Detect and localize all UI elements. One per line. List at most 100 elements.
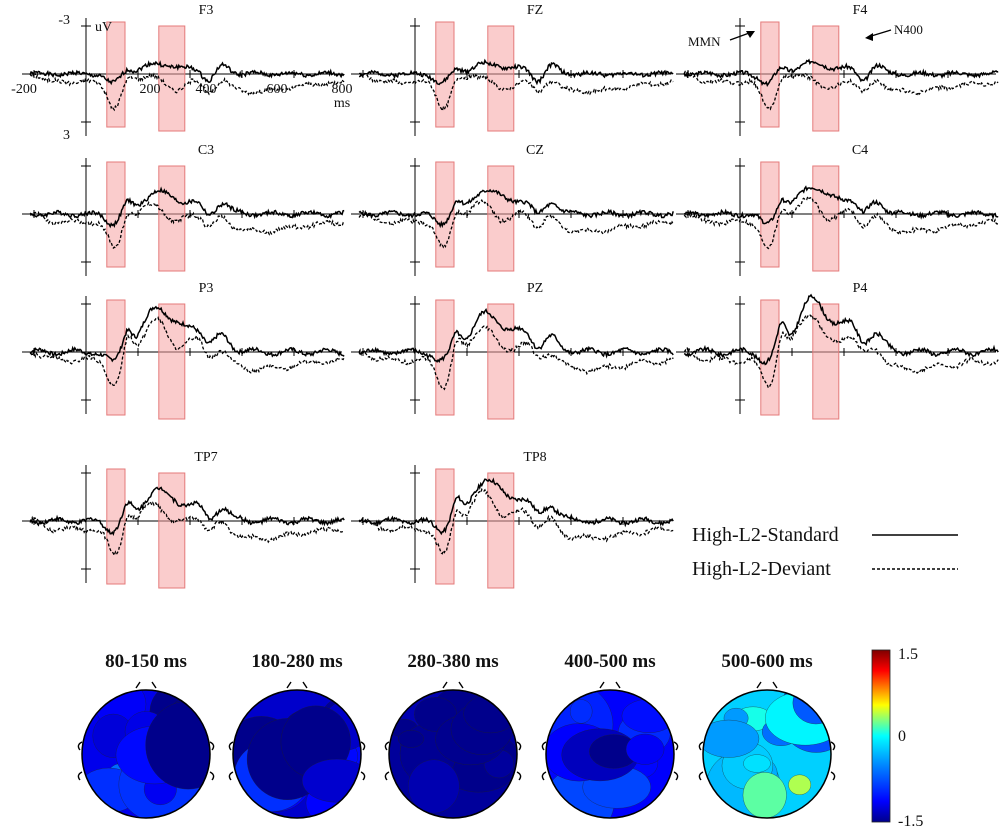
topomap-field [389, 690, 517, 818]
deviant-line [683, 70, 999, 111]
time-window-highlight [487, 472, 515, 589]
annotation-arrowhead [746, 31, 755, 38]
topomap-contour [703, 719, 760, 758]
head-outline [232, 689, 362, 819]
topomap-title: 400-500 ms [564, 651, 655, 672]
deviant-line [359, 487, 674, 555]
deviant-line [29, 72, 345, 112]
channel-label: F3 [199, 3, 214, 18]
ear-marks [77, 741, 215, 781]
topomap-3: 280-380 ms [384, 651, 522, 819]
channel-label: P3 [199, 281, 214, 296]
standard-line [29, 186, 345, 229]
head-outline [388, 689, 518, 819]
time-window-highlight [158, 25, 186, 132]
nose-mark [442, 681, 464, 689]
ear-marks [698, 741, 836, 781]
nose-mark [756, 681, 778, 689]
topomap-title: 280-380 ms [407, 651, 498, 672]
deviant-line [30, 200, 345, 250]
time-window-highlight [106, 468, 126, 585]
standard-line [683, 185, 999, 225]
x-tick-label: 800 [332, 82, 353, 97]
ear-marks [228, 741, 366, 781]
channel-plot-pz: PZ [351, 281, 674, 420]
topomap-5: 500-600 ms [698, 651, 836, 819]
topomap-2: 180-280 ms [228, 651, 366, 819]
standard-line [29, 305, 345, 363]
channel-plot-c3: C3 [22, 143, 345, 276]
legend-deviant-label: High-L2-Deviant [692, 558, 831, 580]
topomap-contour [742, 772, 787, 818]
standard-line [358, 308, 674, 364]
annotation-label: N400 [894, 22, 923, 37]
head-outline [81, 689, 211, 819]
x-unit-label: ms [334, 96, 350, 111]
colorbar-min-label: -1.5 [898, 813, 923, 830]
channel-label: FZ [527, 3, 543, 18]
standard-line [29, 60, 345, 86]
colorbar: 1.5 0 -1.5 [871, 646, 923, 830]
deviant-line [358, 325, 674, 391]
annotation-label: MMN [688, 34, 721, 49]
ear-marks [384, 741, 522, 781]
time-window-highlight [106, 21, 126, 128]
x-tick-label: 400 [196, 82, 217, 97]
time-window-highlight [435, 21, 455, 128]
colorbar-gradient [871, 649, 891, 823]
deviant-line [358, 72, 674, 113]
y-unit-label: uV [95, 20, 112, 35]
channel-plot-p3: P3 [22, 281, 345, 420]
time-window-highlight [106, 161, 126, 268]
time-window-highlight [435, 161, 455, 268]
time-window-highlight [435, 468, 455, 585]
channel-plot-tp7: TP7 [22, 450, 345, 589]
channel-label: TP7 [194, 450, 217, 465]
topomap-contour [625, 733, 665, 765]
standard-line [683, 293, 999, 366]
standard-line [683, 58, 999, 88]
topomap-4: 400-500 ms [541, 651, 679, 819]
ear-marks [541, 741, 679, 781]
channel-label: CZ [526, 143, 544, 158]
topomap-contour [301, 758, 361, 803]
time-window-highlight [487, 303, 515, 420]
channel-plot-cz: CZ [351, 143, 674, 276]
x-tick-label: -200 [11, 82, 37, 97]
deviant-line [684, 313, 999, 389]
channel-label: F4 [853, 3, 868, 18]
legend-standard-label: High-L2-Standard [692, 524, 839, 546]
standard-line [358, 188, 674, 229]
deviant-line [29, 316, 345, 386]
topomap-contour [463, 694, 517, 734]
head-outline [702, 689, 832, 819]
head-outline [545, 689, 675, 819]
channel-label: TP8 [523, 450, 546, 465]
y-tick-label: -3 [58, 13, 70, 28]
colorbar-mid-label: 0 [898, 728, 906, 745]
legend: High-L2-Standard High-L2-Deviant [692, 524, 958, 580]
topomap-contour [792, 690, 831, 725]
topomap-title: 80-150 ms [105, 651, 187, 672]
time-window-highlight [760, 161, 780, 268]
standard-line [358, 58, 674, 86]
time-window-highlight [158, 165, 186, 272]
y-tick-label: 3 [63, 128, 70, 143]
nose-mark [599, 681, 621, 689]
topomap-contour [407, 759, 460, 814]
time-window-highlight [487, 165, 515, 272]
topomap-contour [743, 754, 771, 773]
topomap-contour [145, 700, 210, 790]
topomap-contour [397, 730, 424, 748]
erp-waveform-grid: F3 FZ F4 C3 CZ C4 P3 PZ P4 TP7 TP8 uV -3 3 -200 200 400 6… [11, 3, 999, 589]
deviant-line [29, 500, 345, 558]
annotations: MMN N400 [688, 22, 923, 49]
channel-plot-tp8: TP8 [351, 450, 674, 589]
topomap-title: 500-600 ms [721, 651, 812, 672]
nose-mark [135, 681, 157, 689]
topomap-field [82, 690, 210, 818]
topomap-field [703, 690, 831, 818]
channel-plot-fz: FZ [351, 3, 674, 136]
